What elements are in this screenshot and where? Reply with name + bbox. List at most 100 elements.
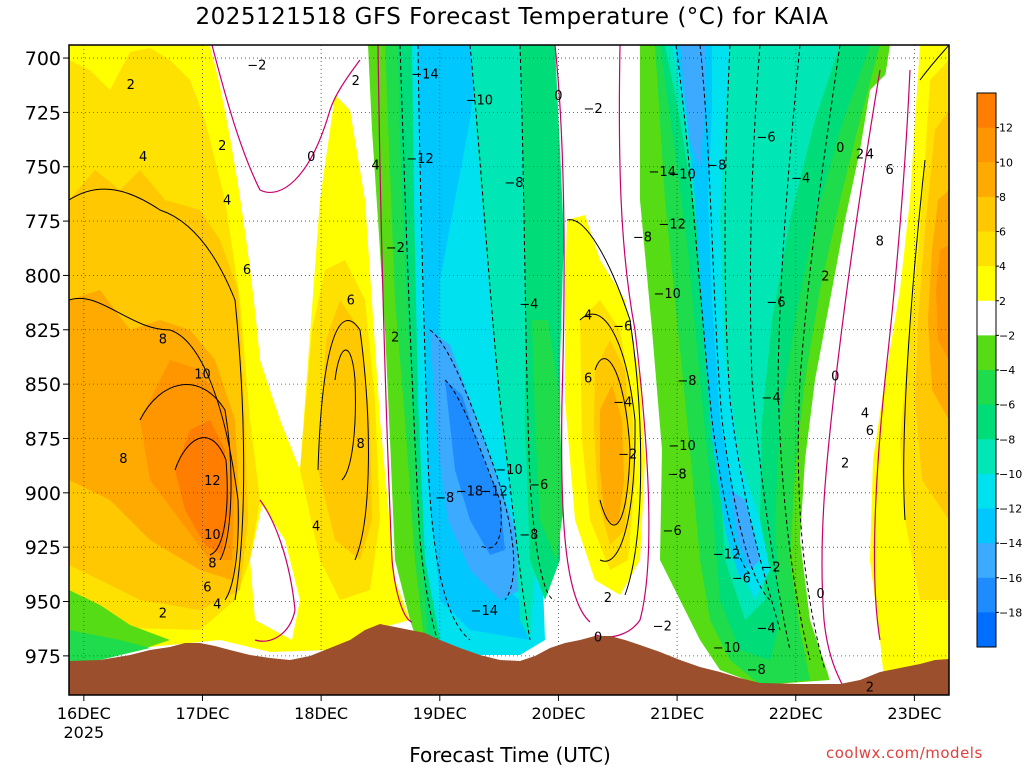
y-tick-label: 875 bbox=[25, 428, 61, 450]
contour-label: −8 bbox=[519, 528, 538, 543]
contour-label: −10 bbox=[668, 167, 695, 182]
colorbar-tick-label: 6 bbox=[999, 226, 1006, 239]
y-tick-label: 825 bbox=[25, 320, 61, 342]
contour-label: −2 bbox=[653, 619, 672, 634]
contour-label: 8 bbox=[208, 556, 216, 571]
colorbar-swatch bbox=[977, 577, 996, 613]
y-tick-label: 750 bbox=[25, 157, 61, 179]
contour-label: −6 bbox=[529, 478, 548, 493]
colorbar-tick-label: 2 bbox=[999, 295, 1006, 308]
contour-label: −6 bbox=[663, 524, 682, 539]
contour-label: 10 bbox=[204, 528, 221, 543]
contour-label: −4 bbox=[613, 396, 632, 411]
contour-label: −2 bbox=[247, 59, 266, 74]
y-tick-label: 850 bbox=[25, 374, 61, 396]
contour-label: 6 bbox=[584, 372, 592, 387]
colorbar-swatch bbox=[977, 127, 996, 163]
cold-core-cyan2 bbox=[418, 45, 530, 640]
contour-label: −8 bbox=[504, 176, 523, 191]
credit-link[interactable]: coolwx.com/models bbox=[826, 744, 983, 762]
x-tick-label: 16DEC bbox=[57, 704, 111, 723]
colorbar-swatch bbox=[977, 508, 996, 544]
colorbar-tick-label: −10 bbox=[999, 468, 1022, 481]
chart-title: 2025121518 GFS Forecast Temperature (°C)… bbox=[195, 4, 829, 30]
contour-lines bbox=[69, 45, 949, 601]
contour-label: −10 bbox=[668, 439, 695, 454]
contour-label: 2 bbox=[604, 591, 612, 606]
colorbar-tick-label: −8 bbox=[999, 433, 1015, 446]
contour-label: 10 bbox=[194, 367, 211, 382]
contour-label: −12 bbox=[658, 217, 685, 232]
contour-label: −4 bbox=[519, 298, 538, 313]
colorbar-swatch bbox=[977, 162, 996, 198]
contour-label: 2 bbox=[127, 78, 135, 93]
contour-label: 2 bbox=[159, 606, 167, 621]
cold-21dec-blue2 bbox=[730, 490, 760, 570]
contour-label: 6 bbox=[866, 424, 874, 439]
x-tick-label: 22DEC bbox=[769, 704, 823, 723]
contour-label: 0 bbox=[831, 369, 839, 384]
x-tick-label: 18DEC bbox=[294, 704, 348, 723]
contour-label: −10 bbox=[653, 287, 680, 302]
colorbar-tick-label: 4 bbox=[999, 260, 1006, 273]
contour-label: −14 bbox=[649, 165, 676, 180]
y-tick-label: 950 bbox=[25, 592, 61, 614]
contour-label: −8 bbox=[668, 467, 687, 482]
colorbar-swatch bbox=[977, 543, 996, 579]
contour-label: −4 bbox=[756, 622, 775, 637]
x-tick-label: 19DEC bbox=[413, 704, 467, 723]
colorbar-swatch bbox=[977, 93, 996, 129]
white-gap-1 bbox=[210, 45, 370, 200]
colorbar-tick-label: −12 bbox=[999, 503, 1022, 516]
contour-label: 2 bbox=[391, 330, 399, 345]
y-tick-label: 725 bbox=[25, 102, 61, 124]
x-axis-title: Forecast Time (UTC) bbox=[409, 743, 611, 767]
colorbar-tick-label: −2 bbox=[999, 329, 1015, 342]
contour-label: 0 bbox=[554, 89, 562, 104]
contour-label: 2 bbox=[821, 269, 829, 284]
terrain bbox=[69, 624, 949, 695]
y-tick-label: 700 bbox=[25, 48, 61, 70]
colorbar-tick-label: 10 bbox=[999, 156, 1013, 169]
warm-20dec-8 bbox=[600, 385, 624, 525]
y-tick-label: 775 bbox=[25, 211, 61, 233]
contour-label: −4 bbox=[791, 172, 810, 187]
contour-label: 4 bbox=[584, 309, 592, 324]
contour-label: −2 bbox=[583, 102, 602, 117]
contour-label: 4 bbox=[371, 159, 379, 174]
contour-label: −8 bbox=[633, 230, 652, 245]
white-gap-2 bbox=[250, 505, 300, 640]
contour-label: −18 bbox=[456, 485, 483, 500]
contour-label: 4 bbox=[312, 519, 320, 534]
contour-label: 0 bbox=[307, 150, 315, 165]
warm-band-6b bbox=[318, 300, 372, 560]
colorbar-swatch bbox=[977, 473, 996, 509]
cold-core-blue2 bbox=[445, 380, 505, 555]
colorbar-swatch bbox=[977, 370, 996, 406]
contour-label: 2 bbox=[866, 680, 874, 695]
contour-label: −10 bbox=[713, 641, 740, 656]
zero-contours bbox=[211, 45, 911, 691]
contour-label: 0 bbox=[816, 587, 824, 602]
contour-label: −14 bbox=[471, 604, 498, 619]
y-tick-label: 925 bbox=[25, 537, 61, 559]
contour-label: −6 bbox=[613, 319, 632, 334]
contour-label: 4 bbox=[213, 598, 221, 613]
contour-label: 8 bbox=[357, 437, 365, 452]
contour-label: 2 bbox=[218, 139, 226, 154]
contour-label: −14 bbox=[411, 67, 438, 82]
contour-label: 8 bbox=[876, 235, 884, 250]
contour-label: 6 bbox=[203, 580, 211, 595]
colorbar-tick-label: 8 bbox=[999, 191, 1006, 204]
contour-label: −6 bbox=[732, 572, 751, 587]
contour-label: 2 bbox=[352, 74, 360, 89]
cold-21dec-blue bbox=[680, 45, 706, 170]
grid-layer bbox=[69, 45, 949, 695]
contour-label: −10 bbox=[466, 93, 493, 108]
colorbar-tick-label: −16 bbox=[999, 572, 1022, 585]
colorbar-swatch bbox=[977, 612, 996, 648]
contour-label: 8 bbox=[119, 452, 127, 467]
colorbar-tick-label: −18 bbox=[999, 606, 1022, 619]
y-tick-label: 975 bbox=[25, 646, 61, 668]
